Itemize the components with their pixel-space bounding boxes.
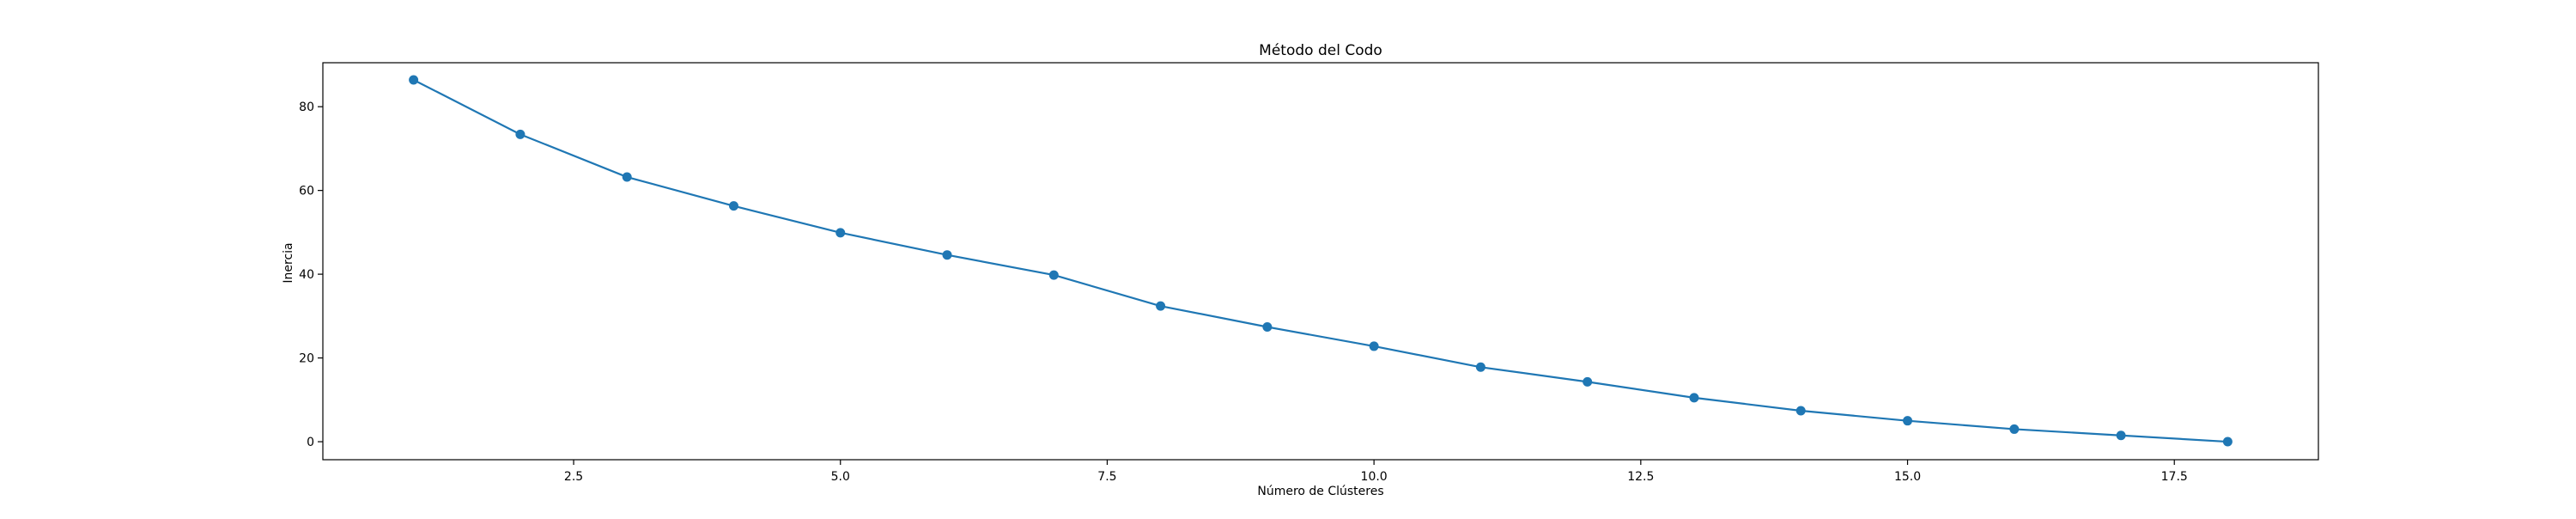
data-point — [1369, 341, 1379, 351]
data-point — [1583, 376, 1593, 387]
data-point — [2009, 424, 2020, 434]
data-point — [1689, 393, 1699, 403]
data-point — [728, 201, 738, 211]
data-point — [1903, 416, 1913, 426]
series-layer — [409, 75, 2233, 447]
x-tick-label: 7.5 — [1097, 470, 1116, 484]
chart-title: Método del Codo — [1259, 42, 1382, 59]
data-point — [942, 250, 952, 260]
data-point — [2116, 430, 2126, 441]
x-tick-label: 5.0 — [831, 470, 850, 484]
y-tick-label: 40 — [299, 268, 314, 282]
data-point — [2222, 437, 2233, 447]
x-axis-ticks: 2.5 5.0 7.5 10.0 12.5 15.0 17.5 — [564, 460, 2188, 484]
y-tick-label: 80 — [299, 101, 314, 114]
x-tick-label: 10.0 — [1361, 470, 1388, 484]
x-axis-label: Número de Clústeres — [1257, 485, 1383, 498]
plot-frame — [322, 62, 2319, 461]
data-point — [515, 129, 526, 139]
data-point — [409, 75, 419, 85]
y-tick-label: 20 — [299, 352, 314, 366]
y-tick-label: 0 — [307, 436, 314, 449]
data-point — [1156, 301, 1166, 311]
data-point — [835, 228, 846, 238]
data-point — [1048, 270, 1059, 280]
data-point — [622, 172, 632, 182]
series-line — [413, 79, 2228, 443]
y-axis-label: Inercia — [282, 242, 295, 283]
x-tick-label: 17.5 — [2161, 470, 2188, 484]
data-point — [1795, 406, 1806, 416]
y-tick-label: 60 — [299, 185, 314, 198]
x-tick-label: 12.5 — [1627, 470, 1654, 484]
x-tick-label: 2.5 — [564, 470, 583, 484]
data-point — [1262, 322, 1273, 333]
data-point — [1475, 362, 1485, 372]
x-tick-label: 15.0 — [1894, 470, 1921, 484]
y-axis-ticks: 0 20 40 60 80 — [299, 101, 323, 449]
